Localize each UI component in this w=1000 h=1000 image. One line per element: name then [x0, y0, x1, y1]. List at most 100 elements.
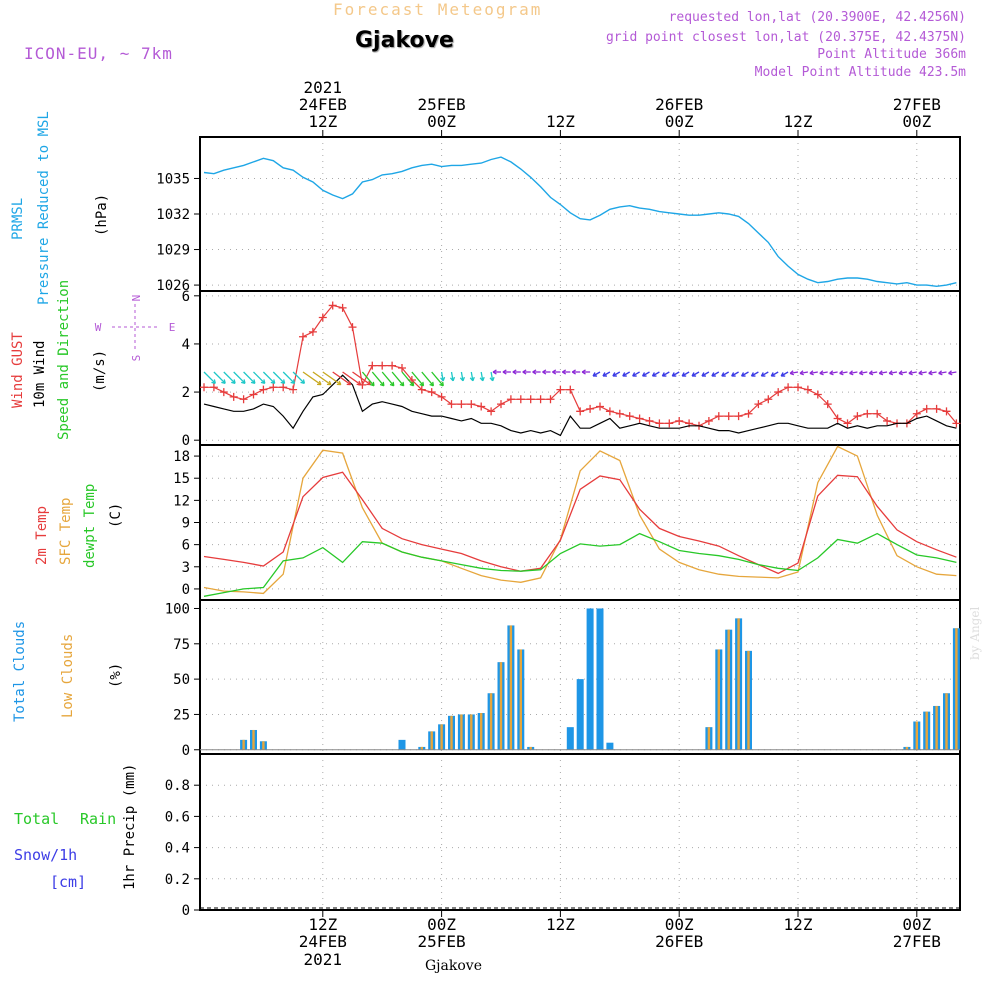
gust-marker: [239, 395, 248, 404]
wind-dir-arrowhead: [948, 370, 953, 376]
wind-dir-arrowhead: [858, 370, 864, 376]
low-cloud-bar: [450, 715, 453, 750]
gust-marker: [388, 361, 397, 370]
wind-dir-arrow: [869, 371, 878, 375]
wind-dir-arrowhead: [592, 372, 598, 377]
wind-dir-arrowhead: [369, 381, 375, 387]
wind-dir-arrow: [460, 371, 464, 381]
precip-ylabel: 1hr Precip (mm): [122, 764, 138, 890]
low-cloud-bar: [717, 649, 720, 750]
low-cloud-bar: [470, 714, 473, 750]
wind-dir-arrowhead: [240, 379, 246, 384]
gust-ylabel: Wind GUST: [10, 332, 26, 408]
wind-dir-arrow: [421, 371, 434, 387]
y-tick-label: 1032: [156, 207, 190, 223]
wind-dir-arrowhead: [542, 369, 547, 375]
wind-dir-arrowhead: [300, 379, 306, 384]
wind-dir-arrowhead: [439, 381, 444, 387]
wind-dir-arrow: [203, 371, 216, 384]
wind-dir-arrow: [322, 371, 342, 386]
wind-dir-arrow: [859, 371, 868, 375]
wind-dir-arrowhead: [622, 372, 627, 377]
y-tick-label: 3: [182, 560, 190, 576]
y-tick-label: 0.6: [165, 809, 190, 825]
wind-dir-arrowhead: [399, 381, 405, 387]
low-cloud-bar: [529, 746, 532, 750]
watermark: by Angel: [968, 606, 982, 660]
wind-ylabel: 10m Wind: [32, 341, 48, 408]
x-year-bottom: 2021: [304, 950, 343, 969]
low-cloud-bar: [242, 739, 245, 750]
wind-dir-arrowhead: [221, 379, 226, 384]
wind-dir-arrowhead: [459, 376, 466, 382]
wind-dir-arrow: [770, 371, 779, 377]
wind-dir-arrowhead: [449, 376, 456, 382]
gust-marker: [269, 383, 278, 392]
y-tick-label: 75: [173, 637, 190, 653]
gust-marker: [417, 385, 426, 394]
gust-marker: [576, 407, 585, 416]
y-tick-label: 1035: [156, 171, 190, 187]
wind-dir-arrow: [440, 371, 444, 381]
y-tick-label: 1029: [156, 243, 190, 259]
model-label: ICON-EU, ~ 7km: [24, 44, 173, 63]
wind-dir-arrowhead: [711, 372, 716, 377]
wind-dir-arrow: [411, 371, 424, 387]
wind-dir-arrowhead: [440, 376, 446, 382]
compass-cross: [112, 304, 160, 352]
y-tick-label: 0.2: [165, 872, 190, 888]
dew-ylabel: dewpt Temp: [82, 484, 98, 568]
wind-dir-arrowhead: [770, 372, 776, 377]
gust-marker: [625, 412, 634, 421]
y-tick-label: 1026: [156, 278, 190, 294]
wind-dir-arrow: [470, 371, 474, 381]
low-cloud-bar: [420, 746, 423, 750]
gust-marker: [398, 364, 406, 372]
total-cloud-bar: [596, 608, 604, 750]
wind-dir-arrowhead: [389, 381, 395, 387]
x-hour-top: 00Z: [665, 112, 694, 131]
wind-dir-arrowhead: [532, 369, 537, 375]
wind-dir-arrowhead: [211, 379, 216, 384]
wind-dir-arrow: [480, 371, 484, 381]
gust-marker: [467, 400, 476, 409]
wind-dir-arrowhead: [908, 370, 913, 376]
gust-marker: [437, 392, 446, 401]
pressure-line: [203, 156, 957, 288]
wind-dir-arrow: [612, 371, 621, 377]
footer-location: Gjakove: [425, 958, 482, 974]
wind-dir-arrow: [213, 371, 226, 384]
wind-dir-arrow: [602, 371, 611, 377]
low-cloud-bar: [955, 628, 958, 750]
gust-marker: [586, 404, 595, 413]
gust-marker: [596, 402, 604, 411]
gust-marker: [289, 385, 298, 394]
y-tick-label: 50: [173, 672, 190, 688]
wind-dir-arrowhead: [492, 369, 497, 375]
wind-dir-arrow: [839, 371, 848, 375]
gust-marker: [299, 332, 307, 341]
wind-dir-arrow: [332, 371, 352, 386]
x-hour-top: 12Z: [784, 112, 813, 131]
x-day-bottom: 25FEB: [418, 932, 466, 951]
low-cloud-bar: [915, 721, 918, 750]
low-cloud-bar: [489, 693, 493, 750]
wind-dir-arrow: [928, 371, 937, 375]
gust-marker: [506, 395, 515, 404]
gust-marker: [526, 395, 535, 404]
wind-dir-arrowhead: [522, 369, 527, 375]
gust-marker: [635, 414, 644, 423]
wind-dir-arrow: [799, 371, 809, 375]
gust-marker: [497, 400, 505, 409]
wind-dir-arrow: [223, 371, 236, 384]
gust-marker: [873, 409, 882, 418]
gust-marker: [487, 407, 496, 416]
wind-dir-arrowhead: [651, 372, 657, 377]
gust-marker: [427, 388, 436, 397]
wind-dir-arrowhead: [691, 372, 697, 377]
x-day-top: 26FEB: [655, 95, 703, 114]
compass-e: E: [169, 321, 176, 334]
wind-dir-arrowhead: [602, 372, 607, 377]
wind-dir-arrow: [632, 371, 640, 377]
gust-marker: [447, 400, 456, 409]
